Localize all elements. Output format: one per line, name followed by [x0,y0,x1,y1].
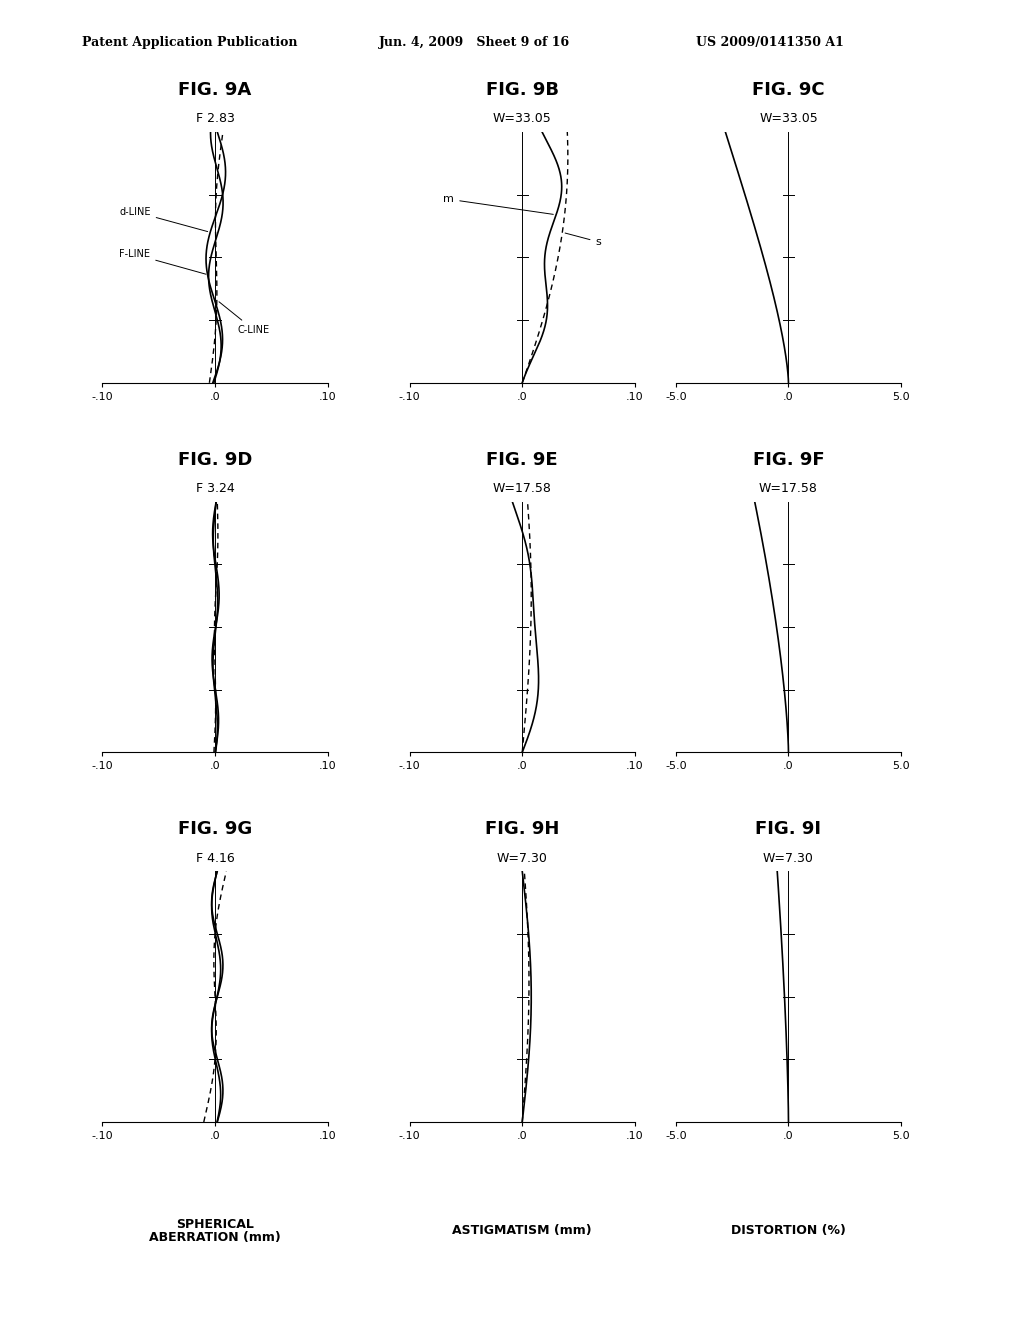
Text: ABERRATION (mm): ABERRATION (mm) [150,1230,281,1243]
Text: FIG. 9C: FIG. 9C [753,81,824,99]
Text: FIG. 9A: FIG. 9A [178,81,252,99]
Text: W=17.58: W=17.58 [759,482,818,495]
Text: SPHERICAL: SPHERICAL [176,1217,254,1230]
Text: W=17.58: W=17.58 [493,482,552,495]
Text: F 3.24: F 3.24 [196,482,234,495]
Text: W=7.30: W=7.30 [763,851,814,865]
Text: W=33.05: W=33.05 [759,112,818,125]
Text: FIG. 9F: FIG. 9F [753,450,824,469]
Text: s: s [565,234,601,247]
Text: F 4.16: F 4.16 [196,851,234,865]
Text: FIG. 9I: FIG. 9I [756,820,821,838]
Text: FIG. 9G: FIG. 9G [178,820,252,838]
Text: ASTIGMATISM (mm): ASTIGMATISM (mm) [453,1224,592,1237]
Text: Patent Application Publication: Patent Application Publication [82,36,297,49]
Text: FIG. 9D: FIG. 9D [178,450,252,469]
Text: FIG. 9H: FIG. 9H [485,820,559,838]
Text: US 2009/0141350 A1: US 2009/0141350 A1 [696,36,844,49]
Text: FIG. 9B: FIG. 9B [485,81,559,99]
Text: m: m [443,194,553,214]
Text: FIG. 9E: FIG. 9E [486,450,558,469]
Text: d-LINE: d-LINE [119,207,208,231]
Text: W=33.05: W=33.05 [493,112,552,125]
Text: F-LINE: F-LINE [119,249,206,275]
Text: F 2.83: F 2.83 [196,112,234,125]
Text: W=7.30: W=7.30 [497,851,548,865]
Text: C-LINE: C-LINE [219,302,269,335]
Text: Jun. 4, 2009   Sheet 9 of 16: Jun. 4, 2009 Sheet 9 of 16 [379,36,570,49]
Text: DISTORTION (%): DISTORTION (%) [731,1224,846,1237]
